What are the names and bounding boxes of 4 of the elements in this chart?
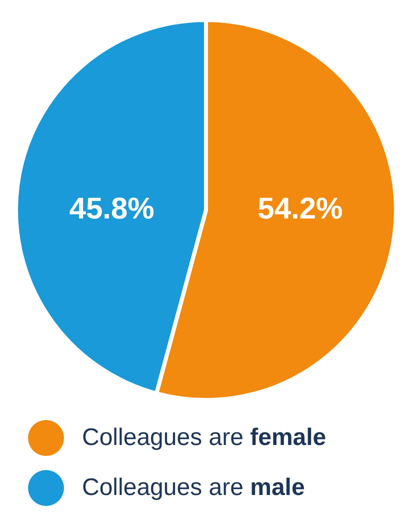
legend-label: Colleagues are female bbox=[82, 424, 326, 452]
data-label: 54.2% bbox=[258, 192, 343, 226]
data-label: 45.8% bbox=[69, 192, 154, 226]
legend-label: Colleagues are male bbox=[82, 474, 305, 502]
